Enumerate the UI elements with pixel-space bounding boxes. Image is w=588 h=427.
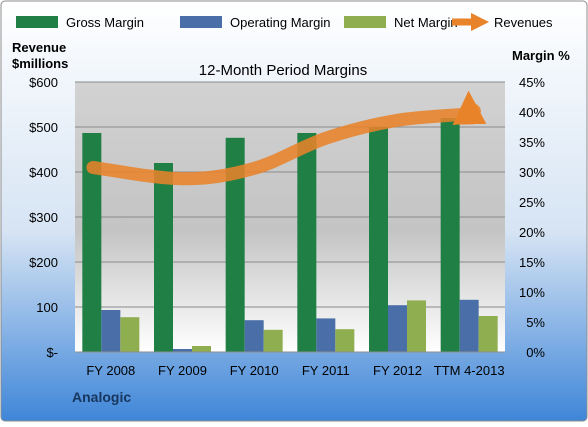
bar-operating-margin bbox=[388, 305, 407, 352]
left-tick-label: $300 bbox=[29, 210, 58, 225]
bar-gross-margin bbox=[369, 127, 388, 352]
bar-operating-margin bbox=[244, 320, 264, 352]
bar-operating-margin bbox=[101, 310, 121, 352]
left-axis-label-line2: $millions bbox=[12, 56, 68, 71]
left-tick-label: $600 bbox=[29, 75, 58, 90]
x-tick-label: FY 2010 bbox=[230, 363, 279, 378]
revenue-line-group bbox=[86, 90, 487, 186]
legend-swatch-net-margin bbox=[344, 16, 386, 28]
left-tick-label: 100 bbox=[36, 300, 58, 315]
bar-gross-margin bbox=[225, 137, 245, 352]
bars bbox=[82, 118, 498, 352]
bar-net-margin bbox=[192, 346, 211, 352]
left-axis-ticks: $- 100 $200 $300 $400 $500 $600 bbox=[29, 75, 58, 360]
legend-swatch-gross-margin bbox=[16, 16, 58, 28]
company-label: Analogic bbox=[72, 389, 131, 405]
x-tick-label: TTM 4-2013 bbox=[434, 363, 505, 378]
x-tick-label: FY 2009 bbox=[158, 363, 207, 378]
x-tick-label: FY 2012 bbox=[373, 363, 422, 378]
left-axis-label-line1: Revenue bbox=[12, 40, 66, 55]
legend-label-gross-margin: Gross Margin bbox=[66, 15, 144, 30]
bar-gross-margin bbox=[82, 133, 102, 352]
bar-net-margin bbox=[407, 300, 426, 352]
bar-operating-margin bbox=[316, 318, 336, 352]
x-tick-label: FY 2011 bbox=[302, 363, 350, 378]
right-tick-label: 0% bbox=[526, 345, 545, 360]
bar-net-margin bbox=[263, 329, 283, 352]
right-tick-label: 35% bbox=[519, 135, 545, 150]
right-tick-label: 30% bbox=[519, 165, 545, 180]
legend-swatch-operating-margin bbox=[180, 16, 222, 28]
left-tick-label: $400 bbox=[29, 165, 58, 180]
left-tick-label: $200 bbox=[29, 255, 58, 270]
bar-operating-margin bbox=[173, 349, 192, 352]
x-tick-label: FY 2008 bbox=[86, 363, 135, 378]
right-tick-label: 45% bbox=[519, 75, 545, 90]
left-tick-label: $- bbox=[46, 345, 58, 360]
legend-label-net-margin: Net Margin bbox=[394, 15, 458, 30]
bar-net-margin bbox=[120, 317, 140, 352]
legend: Gross Margin Operating Margin Net Margin Re… bbox=[16, 12, 553, 32]
x-axis-ticks: FY 2008 FY 2009 FY 2010 FY 2011 FY 2012 TTM 4… bbox=[86, 363, 504, 378]
legend-label-operating-margin: Operating Margin bbox=[230, 15, 330, 30]
left-tick-label: $500 bbox=[29, 120, 58, 135]
gridlines bbox=[75, 81, 505, 308]
bar-net-margin bbox=[335, 329, 355, 352]
right-tick-label: 10% bbox=[519, 285, 545, 300]
bar-net-margin bbox=[478, 316, 498, 352]
bar-gross-margin bbox=[154, 163, 173, 352]
bar-operating-margin bbox=[459, 299, 479, 352]
right-tick-label: 40% bbox=[519, 105, 545, 120]
right-tick-label: 20% bbox=[519, 225, 545, 240]
right-tick-label: 15% bbox=[519, 255, 545, 270]
bar-gross-margin bbox=[297, 133, 317, 352]
right-tick-label: 25% bbox=[519, 195, 545, 210]
right-axis-label: Margin % bbox=[512, 48, 570, 63]
right-tick-label: 5% bbox=[526, 315, 545, 330]
chart-title: 12-Month Period Margins bbox=[199, 62, 367, 79]
legend-label-revenues: Revenues bbox=[494, 15, 553, 30]
right-axis-ticks: 0% 5% 10% 15% 20% 25% 30% 35% 40% 45% bbox=[519, 75, 545, 360]
revenue-line bbox=[86, 90, 487, 186]
bar-gross-margin bbox=[440, 118, 460, 352]
